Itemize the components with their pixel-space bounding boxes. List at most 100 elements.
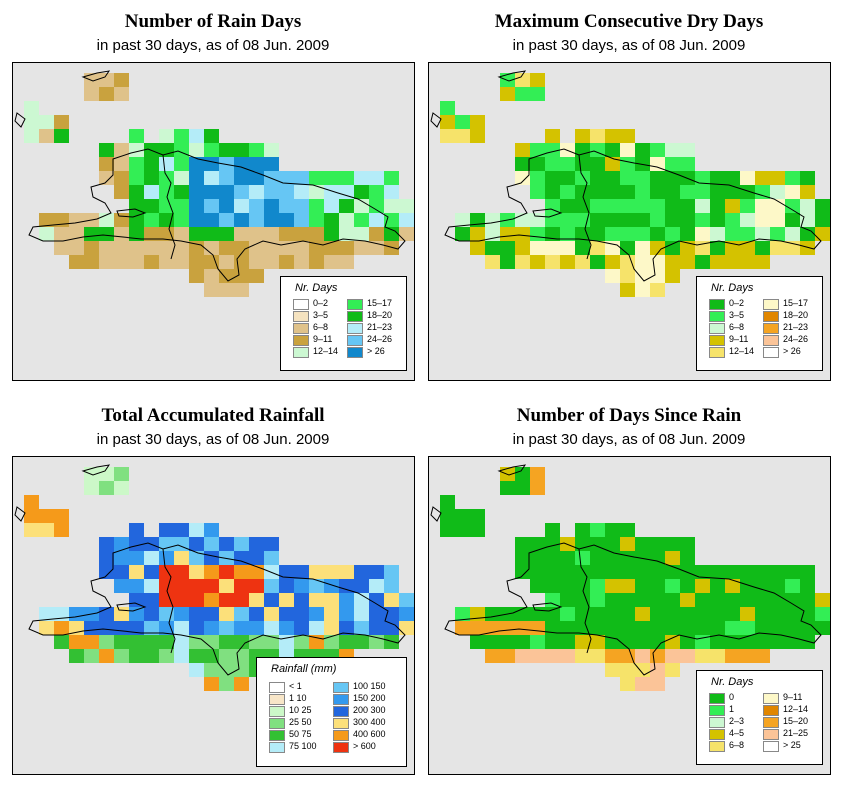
grid-cell	[264, 143, 279, 157]
grid-cell	[590, 255, 605, 269]
grid-cell	[695, 607, 710, 621]
grid-cell	[605, 607, 620, 621]
grid-cell	[590, 565, 605, 579]
grid-cell	[159, 523, 174, 537]
grid-cell	[575, 551, 590, 565]
grid-cell	[740, 579, 755, 593]
grid-cell	[560, 579, 575, 593]
grid-cell	[680, 537, 695, 551]
grid-cell	[530, 213, 545, 227]
legend-label: 12–14	[729, 346, 755, 356]
grid-cell	[219, 677, 234, 691]
grid-cell	[324, 565, 339, 579]
grid-cell	[545, 565, 560, 579]
grid-cell	[324, 213, 339, 227]
grid-cell	[770, 241, 785, 255]
grid-cell	[620, 269, 635, 283]
grid-cell	[440, 115, 455, 129]
grid-cell	[219, 621, 234, 635]
grid-cell	[650, 213, 665, 227]
grid-cell	[264, 185, 279, 199]
grid-cell	[620, 621, 635, 635]
grid-cell	[515, 255, 530, 269]
grid-cell	[755, 199, 770, 213]
grid-cell	[354, 185, 369, 199]
grid-cell	[770, 607, 785, 621]
grid-cell	[204, 171, 219, 185]
legend-swatch	[763, 717, 779, 728]
grid-cell	[650, 593, 665, 607]
grid-cell	[204, 213, 219, 227]
grid-cell	[575, 185, 590, 199]
grid-cell	[785, 199, 800, 213]
grid-cell	[249, 635, 264, 649]
grid-cell	[470, 621, 485, 635]
grid-cell	[560, 621, 575, 635]
legend-swatch	[709, 323, 725, 334]
grid-cell	[800, 607, 815, 621]
grid-cell	[39, 621, 54, 635]
grid-cell	[129, 551, 144, 565]
grid-cell	[234, 537, 249, 551]
grid-cell	[144, 607, 159, 621]
grid-cell	[189, 607, 204, 621]
grid-cell	[219, 635, 234, 649]
legend-swatch	[347, 299, 363, 310]
grid-cell	[309, 593, 324, 607]
grid-cell	[680, 241, 695, 255]
grid-cell	[620, 663, 635, 677]
grid-cell	[234, 157, 249, 171]
grid-cell	[725, 185, 740, 199]
grid-cell	[189, 199, 204, 213]
grid-cell	[815, 607, 830, 621]
grid-cell	[234, 269, 249, 283]
legend-label: 4–5	[729, 728, 745, 738]
grid-cell	[590, 523, 605, 537]
grid-cell	[545, 635, 560, 649]
grid-cell	[204, 565, 219, 579]
grid-cell	[710, 565, 725, 579]
grid-cell	[279, 213, 294, 227]
legend-label: 200 300	[353, 705, 386, 715]
grid-cell	[354, 593, 369, 607]
grid-cell	[144, 635, 159, 649]
grid-cell	[605, 143, 620, 157]
legend-swatch	[709, 705, 725, 716]
grid-cell	[189, 523, 204, 537]
grid-cell	[189, 621, 204, 635]
grid-cell	[710, 621, 725, 635]
country-border	[162, 154, 176, 260]
grid-cell	[485, 241, 500, 255]
grid-cell	[174, 199, 189, 213]
grid-cell	[204, 523, 219, 537]
legend-swatch	[763, 311, 779, 322]
grid-cell	[219, 269, 234, 283]
legend-label: 15–17	[783, 298, 809, 308]
grid-cell	[99, 635, 114, 649]
grid-cell	[369, 621, 384, 635]
grid-cell	[620, 171, 635, 185]
grid-cell	[384, 241, 399, 255]
legend-swatch	[333, 742, 349, 753]
grid-cell	[560, 649, 575, 663]
grid-cell	[800, 241, 815, 255]
grid-cell	[294, 565, 309, 579]
grid-cell	[695, 649, 710, 663]
grid-cell	[24, 509, 39, 523]
grid-cell	[234, 565, 249, 579]
grid-cell	[54, 635, 69, 649]
grid-cell	[560, 565, 575, 579]
grid-cell	[680, 593, 695, 607]
grid-cell	[144, 185, 159, 199]
legend-label: 12–14	[783, 704, 809, 714]
grid-cell	[770, 635, 785, 649]
grid-cell	[560, 635, 575, 649]
grid-cell	[440, 101, 455, 115]
grid-cell	[204, 143, 219, 157]
legend-label: 21–23	[783, 322, 809, 332]
legend-label: 15–20	[783, 716, 809, 726]
grid-cell	[309, 621, 324, 635]
grid-cell	[680, 143, 695, 157]
legend-label: > 26	[783, 346, 801, 356]
grid-cell	[695, 579, 710, 593]
